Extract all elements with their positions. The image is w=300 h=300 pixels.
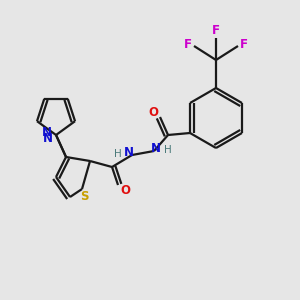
Text: O: O (148, 106, 158, 118)
Text: N: N (43, 131, 53, 145)
Text: O: O (120, 184, 130, 197)
Text: F: F (212, 25, 220, 38)
Text: H: H (164, 145, 172, 155)
Text: F: F (240, 38, 248, 52)
Text: F: F (184, 38, 192, 52)
Text: S: S (80, 190, 88, 202)
Text: H: H (114, 149, 122, 159)
Text: N: N (42, 127, 52, 140)
Text: N: N (151, 142, 161, 154)
Text: N: N (124, 146, 134, 158)
